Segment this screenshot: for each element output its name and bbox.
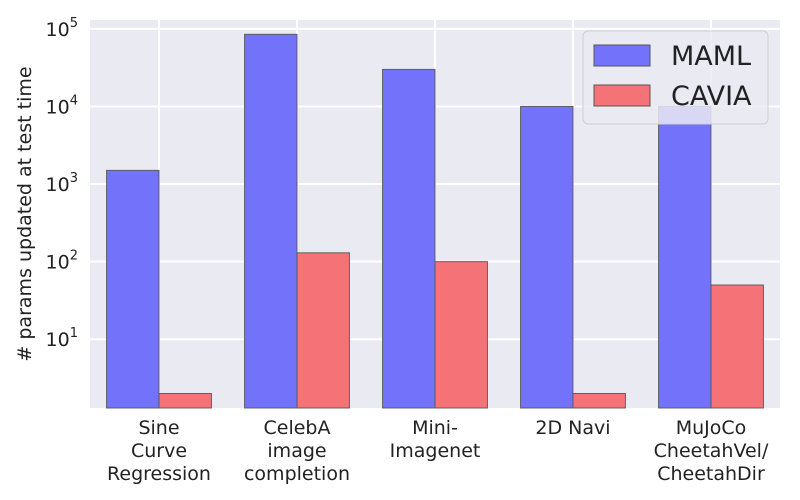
y-tick-label: 103 bbox=[46, 171, 78, 196]
x-tick-label: Sine Curve Regression bbox=[107, 417, 211, 485]
legend-swatch-cavia bbox=[593, 84, 651, 107]
y-tick-label: 104 bbox=[46, 93, 78, 118]
bar-cavia bbox=[434, 261, 488, 409]
bar-cavia bbox=[158, 392, 212, 409]
y-tick-label: 102 bbox=[46, 249, 78, 274]
legend-swatch-maml bbox=[593, 44, 651, 67]
bar-maml bbox=[658, 105, 712, 409]
legend: MAML CAVIA bbox=[582, 30, 769, 125]
x-tick-label: CelebA image completion bbox=[244, 417, 350, 485]
y-tick-label: 105 bbox=[46, 16, 78, 41]
bar-cavia bbox=[710, 284, 764, 409]
bar-maml bbox=[244, 33, 298, 409]
y-axis-ticks: 101 102 103 104 105 bbox=[46, 16, 78, 351]
legend-label-cavia: CAVIA bbox=[671, 81, 752, 112]
y-tick-label: 101 bbox=[46, 326, 78, 351]
bar-maml bbox=[106, 169, 160, 409]
bar-cavia bbox=[572, 392, 626, 409]
bars bbox=[106, 33, 764, 409]
x-tick-label: 2D Navi bbox=[535, 417, 610, 439]
bar-cavia bbox=[296, 252, 350, 409]
legend-label-maml: MAML bbox=[671, 41, 751, 72]
bar-maml bbox=[382, 68, 436, 409]
x-tick-label: MuJoCo CheetahVel/CheetahDir bbox=[654, 417, 769, 485]
y-axis-label: # params updated at test time bbox=[14, 66, 36, 361]
bar-maml bbox=[520, 105, 574, 409]
x-tick-label: Mini-Imagenet bbox=[390, 417, 481, 462]
x-axis-ticks: Sine Curve Regression CelebA image completion… bbox=[107, 417, 769, 485]
